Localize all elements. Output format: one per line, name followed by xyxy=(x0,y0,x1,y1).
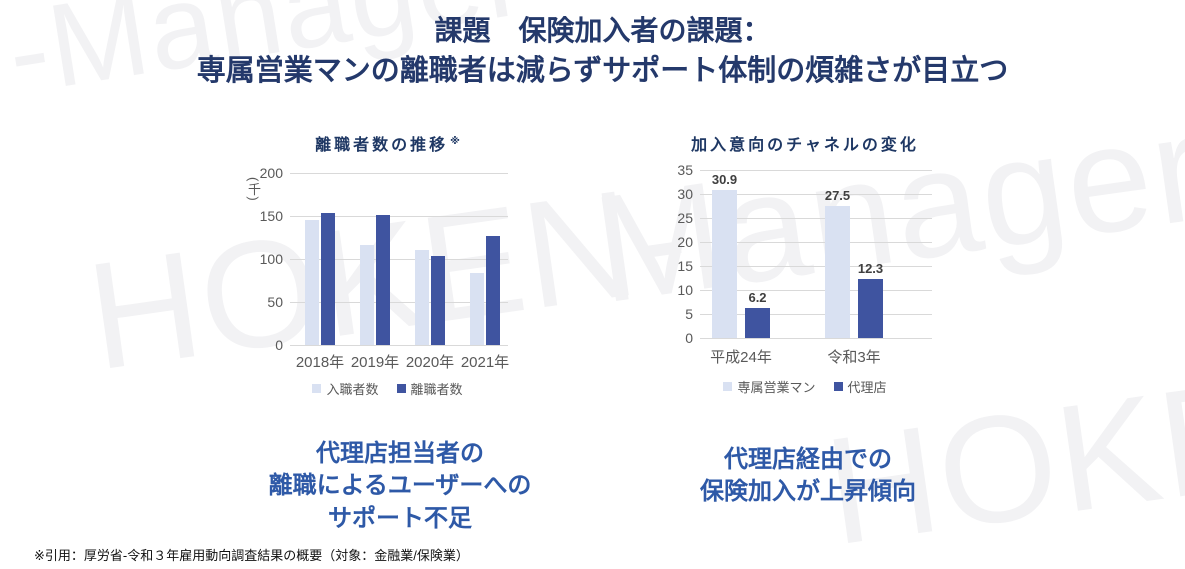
legend-label: 代理店 xyxy=(847,380,887,395)
legend-marker xyxy=(312,384,322,393)
y-tick-label: 5 xyxy=(685,306,693,322)
legend-item: 離職者数 xyxy=(396,379,463,398)
turnover-chart-title-text: 離職者数の推移 xyxy=(315,137,449,154)
bar-離職者数 xyxy=(431,256,445,345)
gridline xyxy=(290,216,508,217)
legend-marker xyxy=(833,382,843,391)
x-category-label: 2020年 xyxy=(405,354,455,371)
legend-item: 入職者数 xyxy=(312,379,379,398)
gridline xyxy=(290,173,508,174)
y-tick-label: 150 xyxy=(259,208,283,224)
bar-value-label: 12.3 xyxy=(857,261,884,276)
bar-離職者数 xyxy=(376,215,390,345)
y-tick-label: 15 xyxy=(677,258,693,274)
y-tick-label: 0 xyxy=(685,330,693,346)
turnover-chart: 離職者数の推移 ※ (千) 0 50 100 150 200 2018年 2019年 2020年… xyxy=(230,125,545,417)
slide-title: 課題 保険加入者の課題： 専属営業マンの離職者は減らずサポート体制の煩雑さが目立… xyxy=(10,11,1185,92)
y-tick-label: 10 xyxy=(677,282,693,298)
bar-value-label: 6.2 xyxy=(748,290,767,305)
bar-専属営業マン xyxy=(712,190,737,338)
source-note: ※引用：厚労省-令和３年雇用動向調査結果の概要（対象：金融業/保険業） xyxy=(34,548,469,563)
channel-chart: 加入意向のチャネルの変化 0 5 10 15 20 25 30 35 30.9 6.2 平成24年 2… xyxy=(655,125,955,417)
bar-代理店 xyxy=(745,308,770,338)
gridline xyxy=(290,345,508,346)
legend-item: 代理店 xyxy=(833,377,887,396)
gridline xyxy=(700,242,932,243)
gridline xyxy=(700,170,932,171)
gridline xyxy=(700,290,932,291)
right-insight-line: 代理店経由での xyxy=(724,446,892,473)
bar-入職者数 xyxy=(470,273,484,345)
x-category-label: 平成24年 xyxy=(710,349,772,366)
legend-marker xyxy=(396,384,406,393)
gridline xyxy=(700,314,932,315)
channel-chart-title: 加入意向のチャネルの変化 xyxy=(691,137,919,154)
legend-item: 専属営業マン xyxy=(723,377,816,396)
gridline xyxy=(700,338,932,339)
x-category-label: 2021年 xyxy=(460,354,510,371)
turnover-chart-title-note: ※ xyxy=(450,135,460,147)
y-tick-label: 30 xyxy=(677,186,693,202)
gridline xyxy=(290,302,508,303)
x-category-label: 2019年 xyxy=(350,354,400,371)
gridline xyxy=(700,266,932,267)
bar-離職者数 xyxy=(486,236,500,345)
gridline xyxy=(700,218,932,219)
x-category-label: 2018年 xyxy=(295,354,345,371)
y-tick-label: 100 xyxy=(259,251,283,267)
turnover-chart-y-axis-title: (千) xyxy=(246,177,261,202)
right-insight-caption: 代理店経由での 保険加入が上昇傾向 xyxy=(660,444,956,509)
chart-legend: 専属営業マン 代理店 xyxy=(655,377,955,396)
left-insight-caption: 代理店担当者の 離職によるユーザーへの サポート不足 xyxy=(230,438,570,535)
y-tick-label: 25 xyxy=(677,210,693,226)
turnover-chart-title: 離職者数の推移 ※ xyxy=(230,131,545,155)
y-tick-label: 0 xyxy=(275,337,283,353)
bar-離職者数 xyxy=(321,213,335,345)
y-tick-label: 200 xyxy=(259,165,283,181)
bar-入職者数 xyxy=(305,220,319,345)
y-tick-label: 50 xyxy=(267,294,283,310)
left-insight-line: サポート不足 xyxy=(328,504,472,532)
legend-label: 専属営業マン xyxy=(737,380,816,395)
left-insight-line: 離職によるユーザーへの xyxy=(268,472,532,500)
x-category-label: 令和3年 xyxy=(827,349,881,366)
legend-label: 入職者数 xyxy=(326,382,379,397)
legend-label: 離職者数 xyxy=(410,382,463,397)
bar-代理店 xyxy=(858,279,883,338)
chart-legend: 入職者数 離職者数 xyxy=(230,379,545,398)
legend-marker xyxy=(723,382,733,391)
bar-入職者数 xyxy=(415,250,429,345)
bar-value-label: 27.5 xyxy=(824,188,851,203)
bar-入職者数 xyxy=(360,245,374,345)
slide-title-line2: 専属営業マンの離職者は減らずサポート体制の煩雑さが目立つ xyxy=(196,55,1009,88)
gridline xyxy=(700,194,932,195)
y-tick-label: 20 xyxy=(677,234,693,250)
right-insight-line: 保険加入が上昇傾向 xyxy=(700,478,916,506)
left-insight-line: 代理店担当者の xyxy=(316,440,484,467)
gridline xyxy=(290,259,508,260)
slide-title-line1: 課題 保険加入者の課題： xyxy=(434,15,771,46)
y-tick-label: 35 xyxy=(677,162,693,178)
bar-専属営業マン xyxy=(825,206,850,338)
bar-value-label: 30.9 xyxy=(711,172,738,187)
